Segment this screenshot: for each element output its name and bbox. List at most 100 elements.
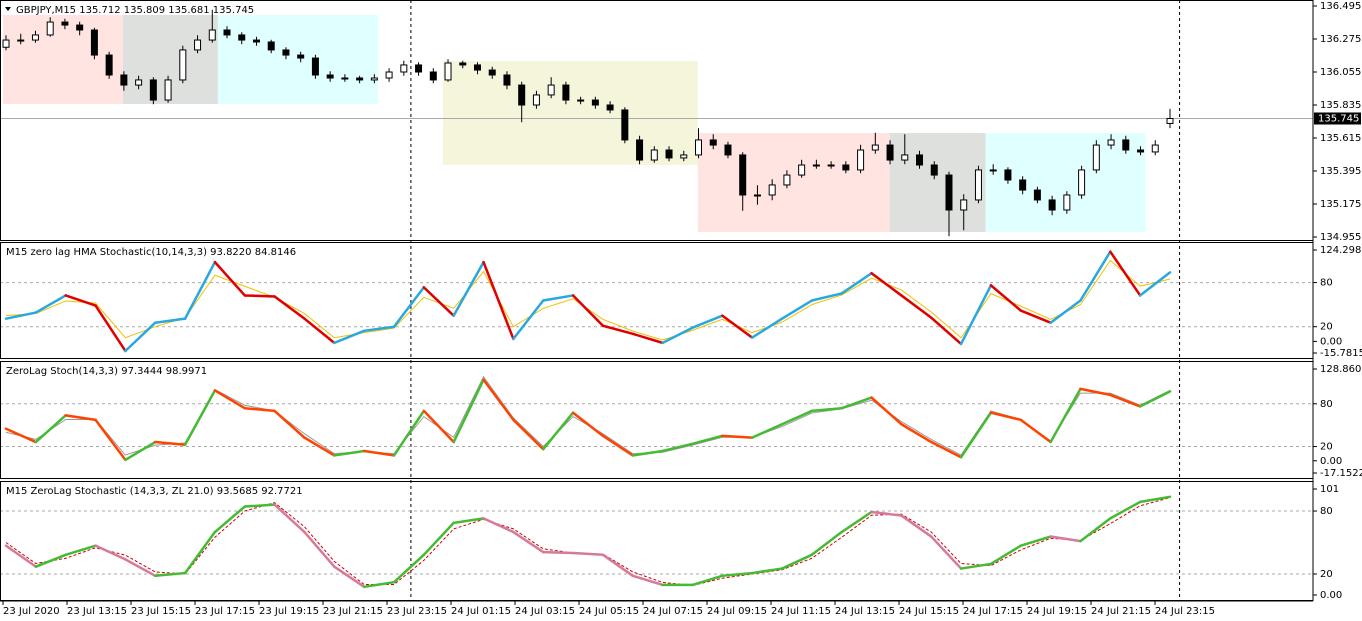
y-tick-label: -17.1522: [1320, 468, 1362, 479]
main-line-segment: [303, 530, 336, 568]
candle-body: [2, 39, 10, 48]
main-line-segment: [810, 406, 843, 413]
main-line-segment: [4, 311, 38, 320]
main-line-segment: [1138, 495, 1172, 504]
candle-body: [547, 84, 555, 96]
x-tick-label: 23 Jul 17:15: [195, 606, 255, 617]
main-line-segment: [721, 314, 754, 339]
candle-body: [46, 21, 54, 36]
main-line-segment: [780, 553, 814, 570]
session-box: [3, 15, 123, 104]
price-label: 135.745: [1318, 114, 1359, 125]
candle-body: [842, 164, 850, 171]
main-line-segment: [362, 580, 396, 589]
main-line-segment: [1049, 535, 1082, 543]
candle-body: [739, 154, 747, 196]
main-line-segment: [452, 517, 485, 525]
x-tick-label: 23 Jul 19:15: [259, 606, 319, 617]
main-line-segment: [631, 574, 664, 587]
candle-body: [208, 29, 216, 41]
main-line-segment: [34, 414, 67, 444]
main-line-segment: [273, 503, 306, 534]
candle-body: [1019, 179, 1027, 191]
y-tick-label: 135.395: [1320, 166, 1361, 177]
menu-triangle: [5, 7, 11, 11]
main-line-segment: [900, 294, 933, 319]
main-line-segment: [153, 440, 187, 447]
main-line-segment: [94, 418, 127, 462]
candle-body: [459, 62, 467, 66]
x-tick-label: 24 Jul 03:15: [515, 606, 575, 617]
main-line-segment: [183, 389, 217, 447]
main-line-segment: [34, 294, 67, 314]
candle-body: [326, 74, 334, 79]
candle-body: [444, 62, 452, 81]
y-tick-label: 0.00: [1320, 590, 1342, 601]
main-line-segment: [691, 574, 724, 587]
x-tick-label: 24 Jul 13:15: [835, 606, 895, 617]
main-line-segment: [750, 422, 784, 439]
main-line-segment: [750, 567, 784, 575]
main-line-segment: [333, 565, 366, 589]
candle-body: [989, 169, 997, 172]
main-line-segment: [571, 411, 605, 438]
x-tick-label: 24 Jul 05:15: [579, 606, 639, 617]
y-tick-label: 135.175: [1320, 199, 1361, 210]
x-tick-label: 24 Jul 23:15: [1155, 606, 1215, 617]
candle-body: [1004, 169, 1012, 181]
main-line-segment: [1019, 535, 1052, 547]
main-line-segment: [94, 304, 127, 353]
main-line-segment: [183, 530, 217, 575]
candle-body: [1078, 169, 1086, 196]
candle-body: [267, 41, 275, 51]
candle-body: [871, 144, 879, 151]
main-line-segment: [422, 286, 455, 317]
candle-body: [636, 139, 644, 161]
main-line-segment: [452, 378, 485, 444]
candle-body: [120, 74, 128, 86]
main-line-segment: [243, 406, 276, 413]
y-tick-label: -15.7815: [1320, 348, 1362, 359]
x-tick-label: 24 Jul 15:15: [899, 606, 959, 617]
y-tick-label: 128.8606: [1320, 364, 1362, 375]
main-line-segment: [124, 558, 157, 578]
main-line-segment: [900, 422, 933, 444]
main-line-segment: [482, 378, 515, 422]
y-tick-label: 136.495: [1320, 1, 1361, 12]
main-line-segment: [929, 440, 963, 459]
main-line-segment: [1079, 250, 1112, 302]
candle-body: [753, 194, 761, 197]
main-line-segment: [810, 530, 843, 557]
main-line-segment: [601, 324, 635, 336]
main-line-segment: [541, 411, 575, 451]
candle-body: [400, 64, 408, 73]
main-line-segment: [541, 294, 575, 302]
main-line-segment: [661, 442, 694, 453]
main-line-segment: [213, 505, 247, 534]
candle-body: [768, 184, 776, 196]
main-line-segment: [1138, 390, 1172, 408]
main-line-segment: [362, 325, 396, 333]
main-line-segment: [1079, 387, 1112, 397]
candle-body: [665, 149, 673, 159]
session-box: [442, 61, 698, 165]
panel-title: GBPJPY,M15 135.712 135.809 135.681 135.7…: [16, 5, 254, 16]
candle-body: [1137, 149, 1145, 153]
panel-title: ZeroLag Stoch(14,3,3) 97.3444 98.9971: [6, 366, 207, 377]
main-line-segment: [870, 271, 903, 297]
main-line-segment: [571, 294, 605, 327]
session-box: [985, 133, 1146, 233]
main-line-segment: [124, 440, 157, 462]
main-line-segment: [959, 284, 993, 346]
candle-body: [282, 49, 290, 56]
candle-body: [76, 24, 84, 31]
candle-body: [827, 164, 835, 167]
main-line-segment: [1109, 250, 1142, 297]
candle-body: [1033, 189, 1041, 201]
main-line-segment: [94, 544, 127, 561]
main-line-segment: [1109, 500, 1142, 520]
candle-body: [429, 71, 437, 81]
candle-body: [1048, 199, 1056, 211]
y-tick-label: 0.00: [1320, 336, 1342, 347]
